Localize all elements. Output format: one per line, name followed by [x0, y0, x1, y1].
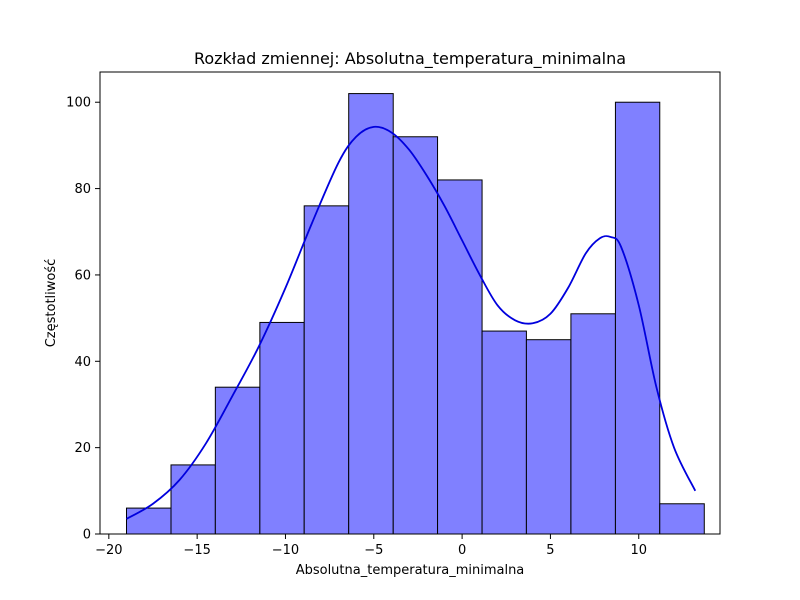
histogram-bar — [392, 136, 439, 535]
histogram-bar — [525, 339, 572, 535]
y-tick-label: 60 — [74, 268, 91, 283]
histogram-bar — [348, 93, 394, 535]
histogram-bar — [614, 101, 661, 535]
chart-title: Rozkład zmiennej: Absolutna_temperatura_… — [194, 49, 626, 69]
y-tick-label: 20 — [74, 441, 91, 456]
histogram-bar — [481, 330, 527, 535]
y-tick-label: 0 — [83, 528, 91, 543]
histogram-bar — [570, 313, 616, 535]
x-tick-label: 5 — [546, 543, 554, 558]
y-tick-label: 40 — [74, 355, 91, 370]
histogram-bar — [437, 179, 483, 535]
histogram-bar — [303, 205, 350, 535]
plot-frame — [99, 71, 721, 535]
x-tick-label: −5 — [364, 543, 383, 558]
histogram-bar — [659, 503, 705, 535]
y-axis-label: Częstotliwość — [44, 259, 59, 348]
x-axis-label: Absolutna_temperatura_minimalna — [296, 563, 525, 578]
x-tick-label: −20 — [95, 543, 122, 558]
histogram-bar — [259, 321, 305, 535]
y-tick-label: 100 — [66, 96, 91, 111]
bars-group — [125, 93, 705, 535]
x-axis-ticks: −20 −15 −10 −5 0 5 10 — [95, 534, 647, 558]
histogram-bar — [170, 464, 216, 535]
kde-curve — [126, 125, 697, 520]
histogram-bar — [214, 386, 261, 535]
y-axis-ticks: 0 20 40 60 80 100 — [66, 96, 100, 543]
x-tick-label: 10 — [630, 543, 647, 558]
y-tick-label: 80 — [74, 182, 91, 197]
x-tick-label: −10 — [272, 543, 299, 558]
histogram-bar — [125, 507, 172, 535]
x-tick-label: −15 — [183, 543, 210, 558]
x-tick-label: 0 — [458, 543, 466, 558]
